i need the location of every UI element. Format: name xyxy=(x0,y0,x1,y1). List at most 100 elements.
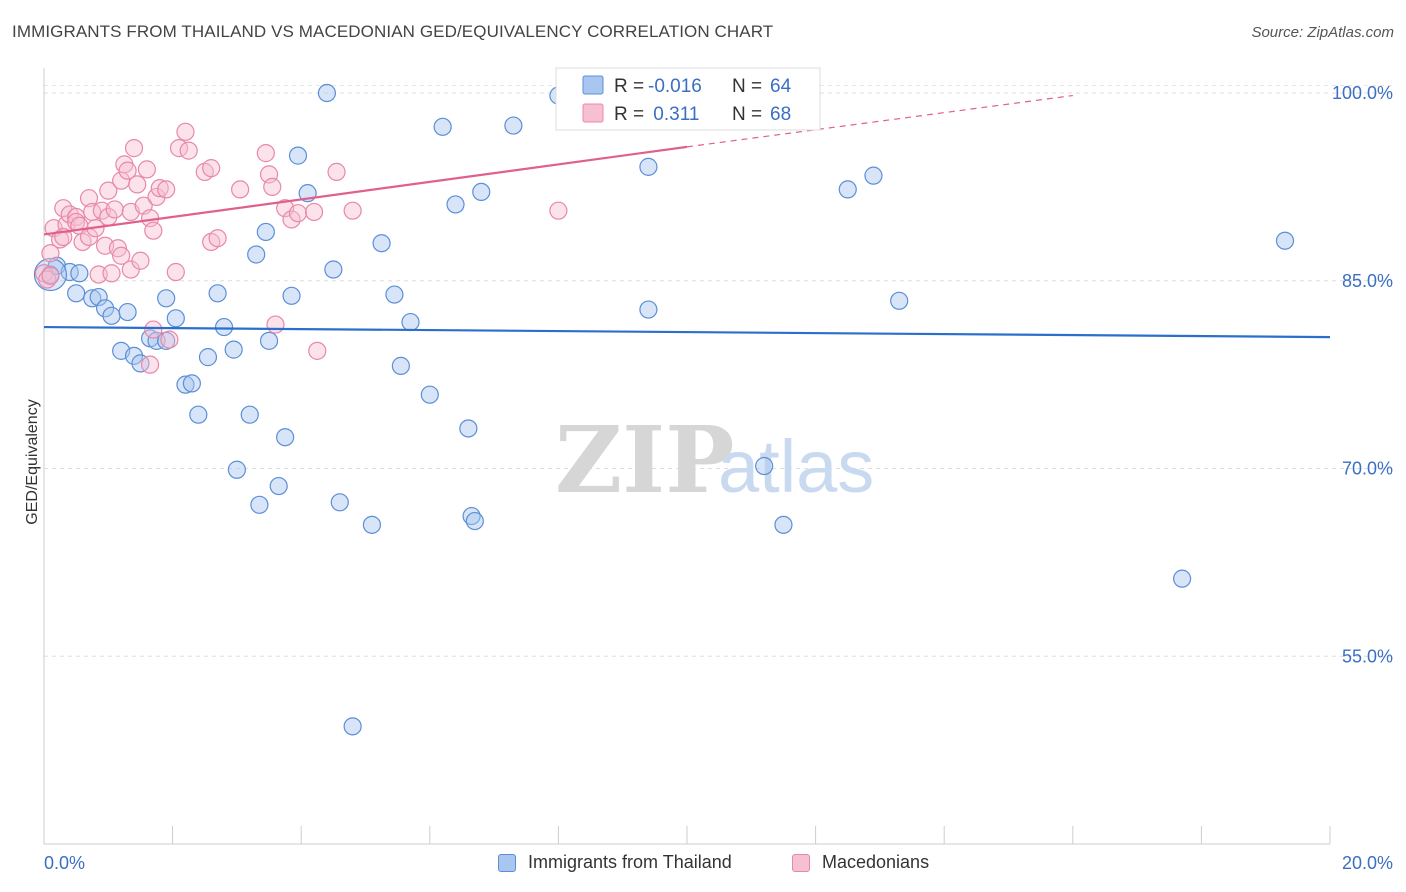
point-thailand-28 xyxy=(250,495,269,514)
point-macedonians-52 xyxy=(231,180,250,199)
point-thailand-33 xyxy=(282,286,301,305)
legend-label-macedonians: Macedonians xyxy=(822,852,930,872)
point-macedonians-32 xyxy=(128,175,147,194)
point-thailand-21 xyxy=(198,348,218,367)
point-macedonians-62 xyxy=(327,162,346,181)
y-tick-label-2: 70.0% xyxy=(1342,459,1393,479)
legend-r-value-1: 0.311 xyxy=(648,104,699,125)
legend-label-thailand: Immigrants from Thailand xyxy=(528,852,732,872)
series-thailand-points xyxy=(33,83,1295,736)
point-macedonians-33 xyxy=(131,251,150,270)
point-macedonians-35 xyxy=(137,160,156,179)
chart-title: IMMIGRANTS FROM THAILAND VS MACEDONIAN G… xyxy=(12,22,774,41)
point-thailand-6 xyxy=(89,287,108,307)
point-thailand-8 xyxy=(102,306,121,325)
point-macedonians-17 xyxy=(89,265,108,284)
point-macedonians-14 xyxy=(79,189,99,208)
point-macedonians-51 xyxy=(208,229,227,248)
trend-line-thailand xyxy=(43,325,1331,339)
point-thailand-26 xyxy=(240,405,259,424)
legend-r-value-0: -0.016 xyxy=(648,76,702,97)
point-thailand-3 xyxy=(70,264,89,283)
point-thailand-55 xyxy=(755,456,774,476)
point-thailand-17 xyxy=(166,309,185,328)
bottom-legend: Immigrants from Thailand Macedonians xyxy=(0,852,1406,878)
point-thailand-20 xyxy=(189,405,208,424)
point-thailand-30 xyxy=(259,331,279,350)
trend-lines xyxy=(43,94,1331,339)
point-thailand-60 xyxy=(1173,569,1192,588)
point-macedonians-53 xyxy=(256,144,275,163)
point-thailand-5 xyxy=(83,289,102,308)
point-thailand-45 xyxy=(420,385,439,404)
point-macedonians-22 xyxy=(102,264,121,283)
point-macedonians-55 xyxy=(263,177,282,197)
legend-swatch-macedonians xyxy=(582,103,604,123)
point-thailand-37 xyxy=(324,260,343,279)
point-thailand-9 xyxy=(118,302,137,322)
point-thailand-44 xyxy=(401,312,420,332)
point-macedonians-50 xyxy=(202,159,221,178)
point-thailand-49 xyxy=(462,506,481,526)
point-thailand-40 xyxy=(362,515,382,534)
legend-swatch-thailand xyxy=(582,75,604,95)
point-macedonians-28 xyxy=(118,161,137,180)
y-tick-label-0: 100.0% xyxy=(1332,83,1393,103)
point-macedonians-36 xyxy=(140,355,160,374)
y-axis-label: GED/Equivalency xyxy=(24,399,41,524)
point-macedonians-38 xyxy=(144,221,163,240)
point-thailand-38 xyxy=(330,493,349,512)
point-thailand-7 xyxy=(95,299,115,318)
source-label: Source: ZipAtlas.com xyxy=(1251,24,1394,41)
point-thailand-23 xyxy=(214,317,234,337)
point-thailand-48 xyxy=(459,419,478,438)
point-thailand-27 xyxy=(247,245,266,264)
point-thailand-31 xyxy=(269,476,288,496)
legend-item-thailand: Immigrants from Thailand xyxy=(498,852,732,873)
point-thailand-43 xyxy=(391,356,410,375)
point-macedonians-59 xyxy=(288,204,308,223)
legend-swatch-macedonians-bottom xyxy=(792,853,810,872)
point-thailand-58 xyxy=(864,166,883,185)
point-macedonians-56 xyxy=(266,315,285,334)
point-thailand-57 xyxy=(838,180,857,199)
point-thailand-12 xyxy=(131,354,150,373)
point-thailand-18 xyxy=(176,375,195,394)
point-thailand-32 xyxy=(276,428,295,447)
point-thailand-53 xyxy=(639,157,658,176)
point-thailand-22 xyxy=(208,284,227,303)
point-thailand-11 xyxy=(124,346,144,365)
legend-swatch-thailand-bottom xyxy=(498,853,516,872)
point-macedonians-3 xyxy=(41,244,60,263)
trend-line-macedonians-extension xyxy=(686,94,1073,148)
legend-n-label-1: N = xyxy=(732,104,762,125)
y-tick-labels: 100.0% 85.0% 70.0% 55.0% xyxy=(1332,83,1393,666)
x-tick-label-max: 20.0% xyxy=(1342,853,1393,873)
point-macedonians-25 xyxy=(112,246,131,265)
point-thailand-52 xyxy=(504,116,523,135)
point-thailand-25 xyxy=(227,460,246,479)
legend-r-label-0: R = xyxy=(614,76,644,97)
point-macedonians-44 xyxy=(166,262,185,282)
grid-lines xyxy=(44,85,1393,657)
axes xyxy=(43,68,1331,845)
top-legend: R = -0.016 N = 64 R = 0.311 N = 68 xyxy=(555,67,821,131)
point-thailand-56 xyxy=(774,515,793,534)
point-thailand-46 xyxy=(433,117,452,136)
point-thailand-29 xyxy=(256,222,275,242)
legend-r-label-1: R = xyxy=(614,104,644,125)
point-macedonians-60 xyxy=(308,341,327,360)
point-macedonians-5 xyxy=(50,230,70,249)
point-macedonians-21 xyxy=(99,181,118,200)
point-thailand-51 xyxy=(472,182,491,202)
point-thailand-61 xyxy=(1275,231,1295,250)
point-macedonians-43 xyxy=(160,330,179,349)
y-tick-label-1: 85.0% xyxy=(1342,271,1393,291)
point-macedonians-64 xyxy=(549,201,568,220)
legend-item-macedonians: Macedonians xyxy=(792,852,929,873)
point-thailand-54 xyxy=(639,300,658,319)
point-macedonians-31 xyxy=(124,139,144,158)
watermark-atlas: atlas xyxy=(718,425,874,508)
point-macedonians-63 xyxy=(343,201,362,220)
